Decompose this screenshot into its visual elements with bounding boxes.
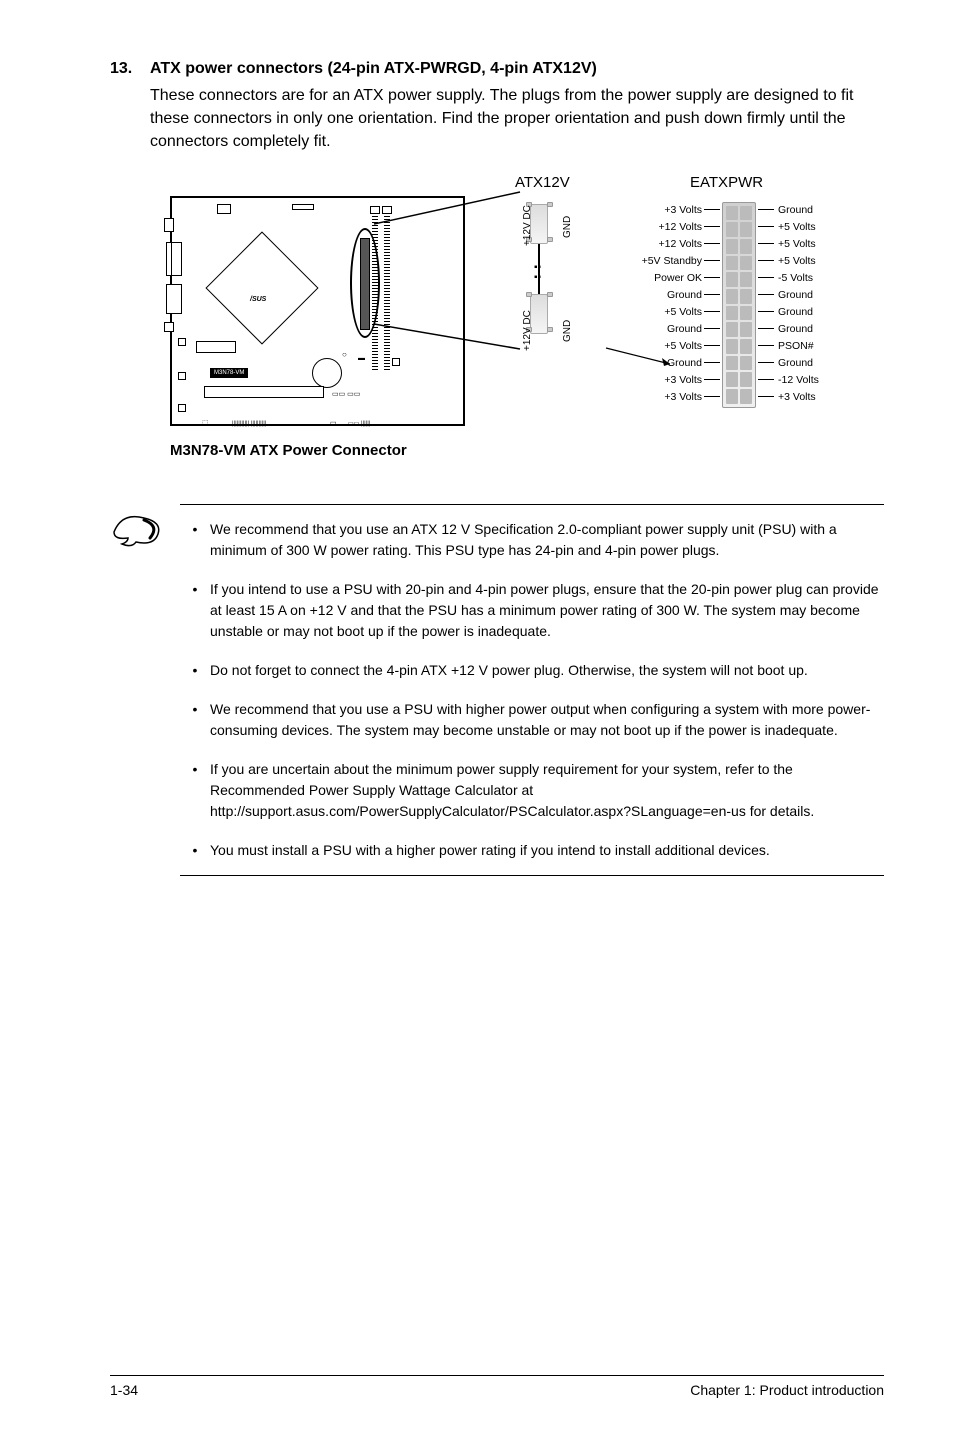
board-decor: ▬ (358, 355, 365, 362)
header-body: These connectors are for an ATX power su… (150, 84, 884, 154)
eatxpwr-right-pins: Ground +5 Volts +5 Volts +5 Volts -5 Vol… (778, 202, 878, 406)
bullet: • (180, 579, 210, 642)
board-decor (178, 404, 186, 412)
note-text: We recommend that you use an ATX 12 V Sp… (210, 519, 884, 561)
label-atx12v: ATX12V (515, 174, 570, 191)
board-decor (178, 338, 186, 346)
pin-label: PSON# (778, 338, 878, 355)
board-decor (164, 322, 174, 332)
conn-tab: ▪▪ (534, 272, 541, 283)
pin-grid (726, 206, 752, 404)
board-decor: ⬚ (202, 419, 208, 427)
pin-label: Ground (778, 355, 878, 372)
atx12v-pin2: GND (562, 215, 573, 237)
board-decor (292, 204, 314, 210)
pin-label: +12 Volts (602, 219, 702, 236)
pin-label: Power OK (602, 270, 702, 287)
board-decor (178, 372, 186, 380)
eatxpwr-left-pins: +3 Volts +12 Volts +12 Volts +5V Standby… (602, 202, 702, 406)
board-decor (204, 386, 324, 398)
footer: 1-34 Chapter 1: Product introduction (110, 1375, 884, 1398)
pin-label: Ground (602, 287, 702, 304)
pin-label: +5 Volts (778, 253, 878, 270)
board-decor (217, 204, 231, 214)
bullet: • (180, 660, 210, 681)
header-number: 13. (110, 60, 150, 78)
pin-label: +5 Volts (778, 219, 878, 236)
pin-label: Ground (778, 287, 878, 304)
diagram-caption: M3N78-VM ATX Power Connector (170, 442, 407, 459)
board-decor (382, 206, 392, 214)
pin-label: +3 Volts (602, 372, 702, 389)
diagram: /SUS M3N78-VM ▭▭ ▭▭ ⬚ ||||||||||| ||||||… (130, 184, 890, 484)
conn-tab (547, 202, 553, 207)
bullet: • (180, 759, 210, 822)
bullet: • (180, 519, 210, 561)
board-decor: ▭▭ |||||| (348, 420, 370, 427)
atx12v-pin4: GND (562, 319, 573, 341)
note-text: If you intend to use a PSU with 20-pin a… (210, 579, 884, 642)
board-decor: ▭ (330, 419, 337, 427)
pin-label: Ground (602, 321, 702, 338)
note-text: You must install a PSU with a higher pow… (210, 840, 770, 861)
note-text: Do not forget to connect the 4-pin ATX +… (210, 660, 808, 681)
pin-label: Ground (778, 304, 878, 321)
notes-list: •We recommend that you use an ATX 12 V S… (180, 504, 884, 876)
pin-label: -5 Volts (778, 270, 878, 287)
board-decor (166, 242, 172, 276)
board-chip (312, 358, 342, 388)
note-icon (110, 504, 180, 876)
pin-label: Ground (778, 202, 878, 219)
highlight-circle (350, 228, 380, 338)
pin-label: +3 Volts (602, 389, 702, 406)
board-decor: ▭▭ ▭▭ (332, 390, 360, 398)
header-title: ATX power connectors (24-pin ATX-PWRGD, … (150, 60, 597, 78)
board-decor (196, 341, 236, 353)
chapter-label: Chapter 1: Product introduction (690, 1382, 884, 1398)
pin-label: +5 Volts (602, 304, 702, 321)
label-eatxpwr: EATXPWR (690, 174, 763, 191)
board-dimm (384, 216, 390, 371)
conn-tab (526, 292, 532, 297)
board-decor: ○ (342, 350, 347, 359)
pin-label: -12 Volts (778, 372, 878, 389)
pin-label: +5 Volts (602, 338, 702, 355)
pin-label: +5V Standby (602, 253, 702, 270)
bullet: • (180, 699, 210, 741)
board-chip (205, 231, 318, 344)
pin-label: Ground (602, 355, 702, 372)
eatxpwr-connector (722, 202, 756, 408)
board-decor (392, 358, 400, 366)
conn-tab (547, 237, 553, 242)
board-decor (164, 218, 174, 232)
pin-label: +5 Volts (778, 236, 878, 253)
board-decor (166, 284, 182, 314)
note-text: If you are uncertain about the minimum p… (210, 759, 884, 822)
conn-tab (547, 327, 553, 332)
conn-tab (547, 292, 553, 297)
board-model-label: M3N78-VM (210, 368, 248, 378)
page-number: 1-34 (110, 1382, 138, 1398)
board-logo: /SUS (250, 296, 266, 303)
pin-label: +12 Volts (602, 236, 702, 253)
atx12v-pin3: +12V DC (522, 310, 533, 351)
pin-label: +3 Volts (778, 389, 878, 406)
pin-label: +3 Volts (602, 202, 702, 219)
bullet: • (180, 840, 210, 861)
atx12v-pin1: +12V DC (522, 205, 533, 246)
pin-label: Ground (778, 321, 878, 338)
note-text: We recommend that you use a PSU with hig… (210, 699, 884, 741)
board-decor: ||||||||||| |||||||||| (232, 421, 266, 427)
board-decor (370, 206, 380, 214)
board-outline: /SUS M3N78-VM ▭▭ ▭▭ ⬚ ||||||||||| ||||||… (170, 196, 465, 426)
